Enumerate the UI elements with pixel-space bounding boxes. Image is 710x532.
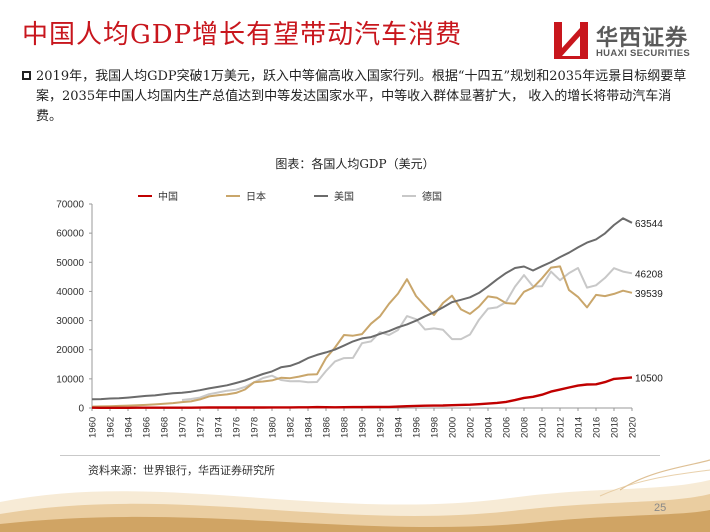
x-tick-label: 1980 <box>268 417 279 438</box>
x-tick-label: 1966 <box>142 417 153 438</box>
x-tick-label: 1986 <box>322 417 333 438</box>
y-tick-label: 70000 <box>56 200 84 211</box>
square-bullet-icon <box>22 71 31 80</box>
page-number: 25 <box>654 502 667 514</box>
x-tick-label: 2006 <box>502 417 513 438</box>
series-line-china <box>91 376 633 409</box>
y-tick-label: 30000 <box>56 316 84 327</box>
series-line-japan <box>91 265 633 408</box>
x-tick-label: 2004 <box>484 417 495 438</box>
x-tick-label: 2000 <box>448 417 459 438</box>
bullet-text: 2019年，我国人均GDP突破1万美元，跃入中等偏高收入国家行列。根据“十四五”… <box>36 69 687 124</box>
legend-label-usa: 美国 <box>334 190 354 203</box>
x-tick-label: 1970 <box>178 417 189 438</box>
x-tick-label: 1974 <box>214 417 225 438</box>
x-tick-label: 1960 <box>88 417 99 438</box>
end-label-usa: 63544 <box>635 219 663 230</box>
x-tick-label: 2012 <box>556 417 567 438</box>
x-tick-label: 2020 <box>628 417 639 438</box>
x-tick-label: 2016 <box>592 417 603 438</box>
x-tick-label: 1964 <box>124 417 135 438</box>
x-tick-label: 1968 <box>160 417 171 438</box>
x-tick-label: 1996 <box>412 417 423 438</box>
x-tick-label: 2008 <box>520 417 531 438</box>
end-label-china: 10500 <box>635 373 663 384</box>
x-tick-label: 1984 <box>304 417 315 438</box>
x-tick-label: 1982 <box>286 417 297 438</box>
y-tick-label: 10000 <box>56 374 84 385</box>
series-line-germany <box>181 267 633 401</box>
legend-label-germany: 德国 <box>422 190 442 203</box>
logo-english-name: HUAXI SECURITIES <box>596 48 691 59</box>
series-line-usa <box>91 217 633 401</box>
x-tick-label: 1998 <box>430 417 441 438</box>
page-title: 中国人均GDP增长有望带动汽车消费 <box>22 20 463 50</box>
x-tick-label: 2014 <box>574 417 585 438</box>
end-label-germany: 46208 <box>635 269 663 280</box>
y-tick-label: 0 <box>78 404 84 415</box>
footer-divider <box>60 455 660 456</box>
y-tick-label: 40000 <box>56 287 84 298</box>
gdp-line-chart: 图表：各国人均GDP（美元） 中国 日本 美国 德国 0 10000 20000 30000 40… <box>56 156 663 438</box>
x-tick-label: 1990 <box>358 417 369 438</box>
y-tick-label: 20000 <box>56 345 84 356</box>
bullet-point: 2019年，我国人均GDP突破1万美元，跃入中等偏高收入国家行列。根据“十四五”… <box>22 67 690 127</box>
chart-title: 图表：各国人均GDP（美元） <box>275 156 434 171</box>
end-label-japan: 39539 <box>635 289 663 300</box>
y-tick-label: 60000 <box>56 229 84 240</box>
x-tick-label: 1994 <box>394 417 405 438</box>
x-tick-label: 1992 <box>376 417 387 438</box>
x-tick-label: 1976 <box>232 417 243 438</box>
x-tick-label: 1988 <box>340 417 351 438</box>
x-tick-label: 1962 <box>106 417 117 438</box>
x-tick-label: 2018 <box>610 417 621 438</box>
x-tick-label: 1978 <box>250 417 261 438</box>
x-tick-label: 1972 <box>196 417 207 438</box>
source-note: 资料来源：世界银行，华西证券研究所 <box>88 464 275 477</box>
x-tick-label: 2002 <box>466 417 477 438</box>
y-tick-label: 50000 <box>56 258 84 269</box>
x-tick-label: 2010 <box>538 417 549 438</box>
decorative-gold-swoosh <box>0 459 710 532</box>
logo-chinese-name: 华西证券 <box>596 26 689 51</box>
legend-label-japan: 日本 <box>246 190 266 203</box>
brand-logo: 华西证券 HUAXI SECURITIES <box>552 18 702 62</box>
legend-label-china: 中国 <box>158 190 178 203</box>
huaxi-logo-icon <box>554 22 588 59</box>
